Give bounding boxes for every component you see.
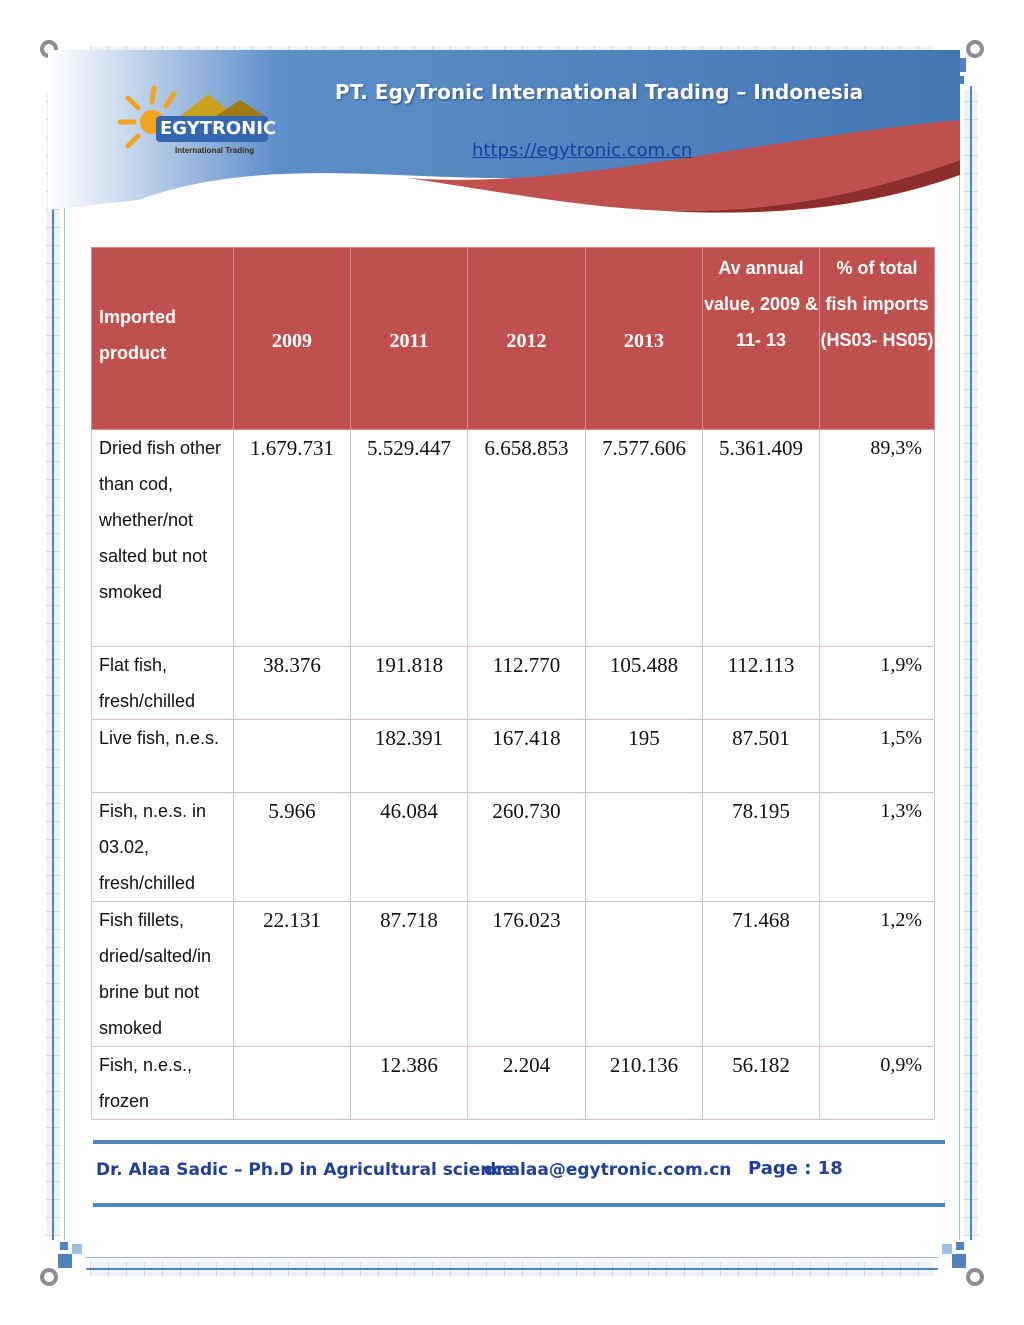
cell-2012: 6.658.853 [484,436,569,460]
table-row: Dried fish other than cod, whether/not s… [91,429,935,647]
cell-2013: 105.488 [609,653,679,677]
website-link[interactable]: https://egytronic.com.cn [472,140,693,161]
fish-imports-table: Imported product 2009 2011 2012 2013 Av … [91,247,935,1120]
header-2012: 2012 [467,247,586,430]
cell-2013: 195 [628,726,660,750]
egytronic-logo [118,85,268,149]
row-product: Fish fillets, dried/salted/in brine but … [99,910,212,1038]
footer-divider-top [93,1140,945,1144]
cell-av-annual: 87.501 [732,726,790,750]
header-pct-total: % of total fish imports (HS03- HS05) [819,247,935,430]
table-row: Fish, n.e.s., frozen 12.386 2.204 210.13… [91,1046,935,1120]
cell-2013: 210.136 [609,1053,679,1077]
logo-wordmark: EGYTRONIC [160,118,277,139]
footer-page-number: Page : 18 [748,1158,843,1179]
row-product: Fish, n.e.s. in 03.02, fresh/chilled [99,801,207,893]
header-2011: 2011 [350,247,468,430]
cell-2011: 46.084 [380,799,438,823]
cell-pct-total: 1,5% [880,727,922,749]
footer-divider-bottom [93,1203,945,1207]
table-row: Fish fillets, dried/salted/in brine but … [91,901,935,1047]
row-product: Fish, n.e.s., frozen [99,1055,193,1111]
cell-2011: 182.391 [374,726,444,750]
logo-subtitle: International Trading [175,146,255,155]
footer-author: Dr. Alaa Sadic – Ph.D in Agricultural sc… [96,1160,514,1180]
cell-pct-total: 1,3% [880,800,922,822]
cell-2009: 22.131 [263,908,321,932]
cell-av-annual: 78.195 [732,799,790,823]
cell-av-annual: 5.361.409 [719,436,803,460]
cell-2009: 38.376 [263,653,321,677]
header-2013: 2013 [585,247,703,430]
row-product: Live fish, n.e.s. [99,728,220,748]
table-row: Live fish, n.e.s. 182.391 167.418 195 87… [91,719,935,793]
table-row: Flat fish, fresh/chilled 38.376 191.818 … [91,646,935,720]
cell-2013: 7.577.606 [602,436,686,460]
corner-ornament-bottom-right [938,1240,988,1290]
cell-2011: 5.529.447 [367,436,451,460]
cell-av-annual: 112.113 [727,653,795,677]
cell-pct-total: 1,2% [880,909,922,931]
header-av-annual-value: Av annual value, 2009 & 11- 13 [702,247,820,430]
header-banner [48,50,960,213]
header-imported-product: Imported product [91,247,234,430]
footer-email[interactable]: dr.alaa@egytronic.com.cn [484,1160,732,1180]
row-product: Dried fish other than cod, whether/not s… [99,438,222,602]
cell-2012: 176.023 [492,908,561,932]
cell-2012: 260.730 [492,799,561,823]
cell-2011: 191.818 [374,653,444,677]
cell-pct-total: 1,9% [880,654,922,676]
cell-2011: 12.386 [380,1053,438,1077]
cell-2012: 2.204 [502,1053,551,1077]
row-product: Flat fish, fresh/chilled [99,655,196,711]
corner-ornament-bottom-left [36,1240,86,1290]
cell-2012: 167.418 [492,726,561,750]
cell-pct-total: 0,9% [880,1054,922,1076]
table-row: Fish, n.e.s. in 03.02, fresh/chilled 5.9… [91,792,935,902]
cell-2009: 5.966 [268,799,316,823]
cell-2009: 1.679.731 [250,436,334,460]
company-name: PT. EgyTronic International Trading – In… [335,80,864,104]
cell-2011: 87.718 [380,908,438,932]
header-2009: 2009 [233,247,351,430]
cell-pct-total: 89,3% [870,437,922,459]
cell-av-annual: 71.468 [732,908,790,932]
cell-av-annual: 56.182 [732,1053,790,1077]
cell-2012: 112.770 [492,653,561,677]
